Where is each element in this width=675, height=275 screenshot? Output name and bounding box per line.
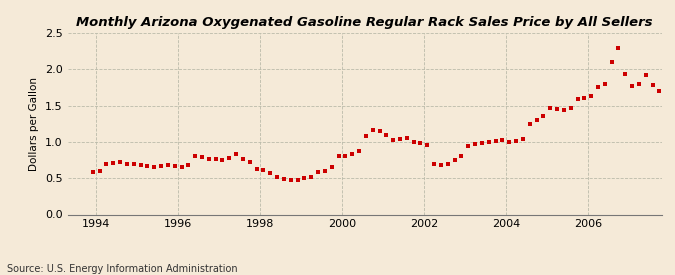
Point xyxy=(354,148,364,153)
Point xyxy=(135,163,146,167)
Point xyxy=(360,134,371,138)
Point xyxy=(148,164,159,169)
Point xyxy=(203,156,214,161)
Point xyxy=(463,143,474,148)
Point xyxy=(415,141,426,145)
Point xyxy=(641,73,651,77)
Point xyxy=(497,138,508,142)
Point xyxy=(524,122,535,126)
Point xyxy=(367,127,378,132)
Y-axis label: Dollars per Gallon: Dollars per Gallon xyxy=(29,77,39,171)
Point xyxy=(442,162,453,167)
Point xyxy=(606,60,617,64)
Point xyxy=(456,154,467,159)
Point xyxy=(593,84,603,89)
Point xyxy=(224,156,235,160)
Point xyxy=(586,94,597,98)
Point xyxy=(422,143,433,147)
Point xyxy=(387,138,398,143)
Point xyxy=(429,161,439,166)
Point xyxy=(450,158,460,162)
Point xyxy=(470,142,481,146)
Point xyxy=(408,140,419,144)
Point xyxy=(326,165,337,169)
Point xyxy=(251,167,262,171)
Point xyxy=(231,152,242,156)
Point xyxy=(620,72,630,76)
Point xyxy=(115,160,126,164)
Point xyxy=(272,175,283,179)
Point xyxy=(313,169,323,174)
Point xyxy=(626,84,637,88)
Point xyxy=(483,140,494,144)
Point xyxy=(558,108,569,112)
Point xyxy=(435,163,446,167)
Point xyxy=(654,89,665,93)
Point xyxy=(108,161,119,165)
Point xyxy=(565,106,576,110)
Point xyxy=(156,164,167,168)
Point xyxy=(176,164,187,169)
Point xyxy=(374,129,385,133)
Point xyxy=(340,154,351,159)
Point xyxy=(196,155,207,159)
Point xyxy=(163,163,173,167)
Point xyxy=(511,139,522,143)
Point xyxy=(647,82,658,87)
Point xyxy=(258,168,269,172)
Point xyxy=(238,156,248,161)
Title: Monthly Arizona Oxygenated Gasoline Regular Rack Sales Price by All Sellers: Monthly Arizona Oxygenated Gasoline Regu… xyxy=(76,16,653,29)
Point xyxy=(169,164,180,168)
Point xyxy=(319,169,330,173)
Point xyxy=(286,177,296,182)
Point xyxy=(142,164,153,168)
Point xyxy=(333,154,344,159)
Point xyxy=(531,118,542,122)
Point xyxy=(579,96,590,101)
Point xyxy=(347,151,358,156)
Point xyxy=(477,141,487,145)
Point xyxy=(504,140,514,144)
Point xyxy=(572,97,583,101)
Point xyxy=(95,169,105,173)
Point xyxy=(87,170,98,175)
Point xyxy=(395,137,406,141)
Point xyxy=(613,45,624,50)
Point xyxy=(402,136,412,141)
Point xyxy=(545,106,556,110)
Point xyxy=(244,160,255,164)
Point xyxy=(381,133,392,137)
Point xyxy=(518,137,529,141)
Point xyxy=(101,161,112,166)
Point xyxy=(128,162,139,167)
Point xyxy=(279,177,290,181)
Text: Source: U.S. Energy Information Administration: Source: U.S. Energy Information Administ… xyxy=(7,264,238,274)
Point xyxy=(299,176,310,180)
Point xyxy=(190,154,200,159)
Point xyxy=(211,157,221,161)
Point xyxy=(292,177,303,182)
Point xyxy=(265,171,275,175)
Point xyxy=(306,175,317,179)
Point xyxy=(551,107,562,111)
Point xyxy=(538,114,549,119)
Point xyxy=(490,139,501,143)
Point xyxy=(634,82,645,86)
Point xyxy=(217,158,228,162)
Point xyxy=(599,82,610,86)
Point xyxy=(122,161,132,166)
Point xyxy=(183,163,194,167)
